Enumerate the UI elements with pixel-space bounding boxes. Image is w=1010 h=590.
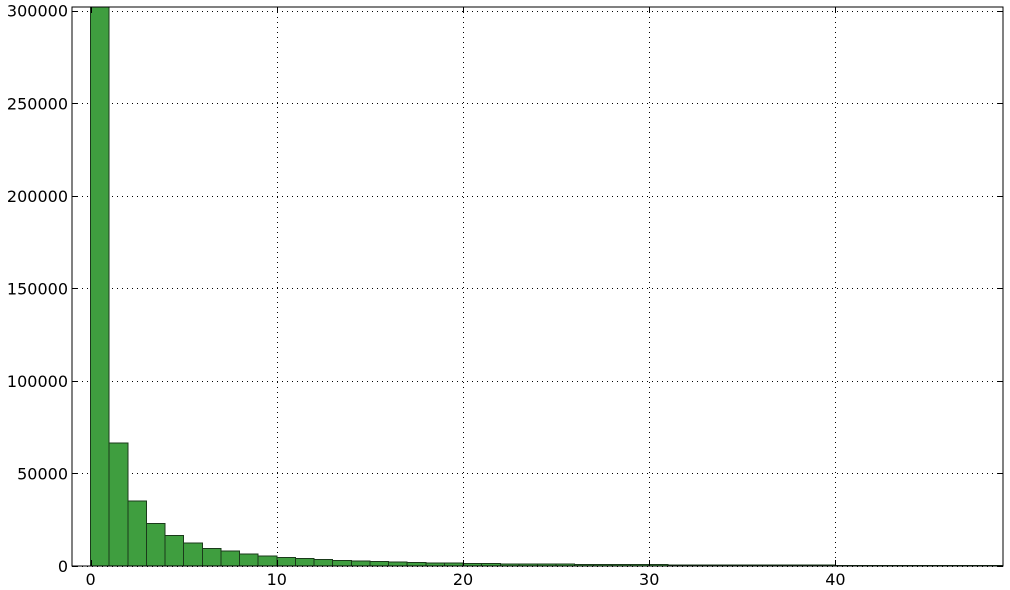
histogram-bar	[257, 555, 278, 567]
y-tick-label: 50000	[17, 465, 68, 484]
histogram-bar	[108, 442, 129, 567]
axes-frame	[71, 6, 1004, 567]
x-tick-label: 0	[86, 570, 96, 589]
y-tick-label: 0	[58, 557, 68, 576]
tick-marks	[72, 7, 1003, 567]
x-tick-label: 10	[267, 570, 287, 589]
x-tick-label: 20	[453, 570, 473, 589]
histogram-bar	[276, 556, 296, 567]
histogram-bar	[332, 559, 352, 567]
y-tick-label: 100000	[7, 372, 68, 391]
histogram-bar	[201, 547, 222, 567]
histogram-bar	[90, 6, 110, 567]
histogram-bar	[350, 560, 371, 567]
histogram-bar	[239, 553, 259, 567]
plot-background	[72, 7, 1003, 566]
histogram-bar	[183, 542, 203, 567]
histogram-bar	[369, 561, 390, 567]
histogram-bar	[313, 559, 334, 567]
histogram-bar	[164, 534, 185, 567]
x-tick-label: 30	[639, 570, 659, 589]
y-tick-label: 200000	[7, 187, 68, 206]
y-axis-tick-labels: 0 50000 100000 150000 200000 250000 300000	[7, 2, 68, 576]
y-tick-label: 300000	[7, 2, 68, 21]
x-tick-label: 40	[825, 570, 845, 589]
y-tick-label: 250000	[7, 94, 68, 113]
histogram-bar	[145, 522, 166, 567]
histogram-bar	[127, 500, 147, 567]
histogram-bar	[388, 561, 408, 567]
x-axis-tick-labels: 0 10 20 30 40	[86, 570, 846, 589]
histogram-bar	[406, 561, 427, 567]
histogram-bar	[220, 550, 241, 567]
histogram-bar	[294, 558, 315, 567]
y-tick-label: 150000	[7, 279, 68, 298]
